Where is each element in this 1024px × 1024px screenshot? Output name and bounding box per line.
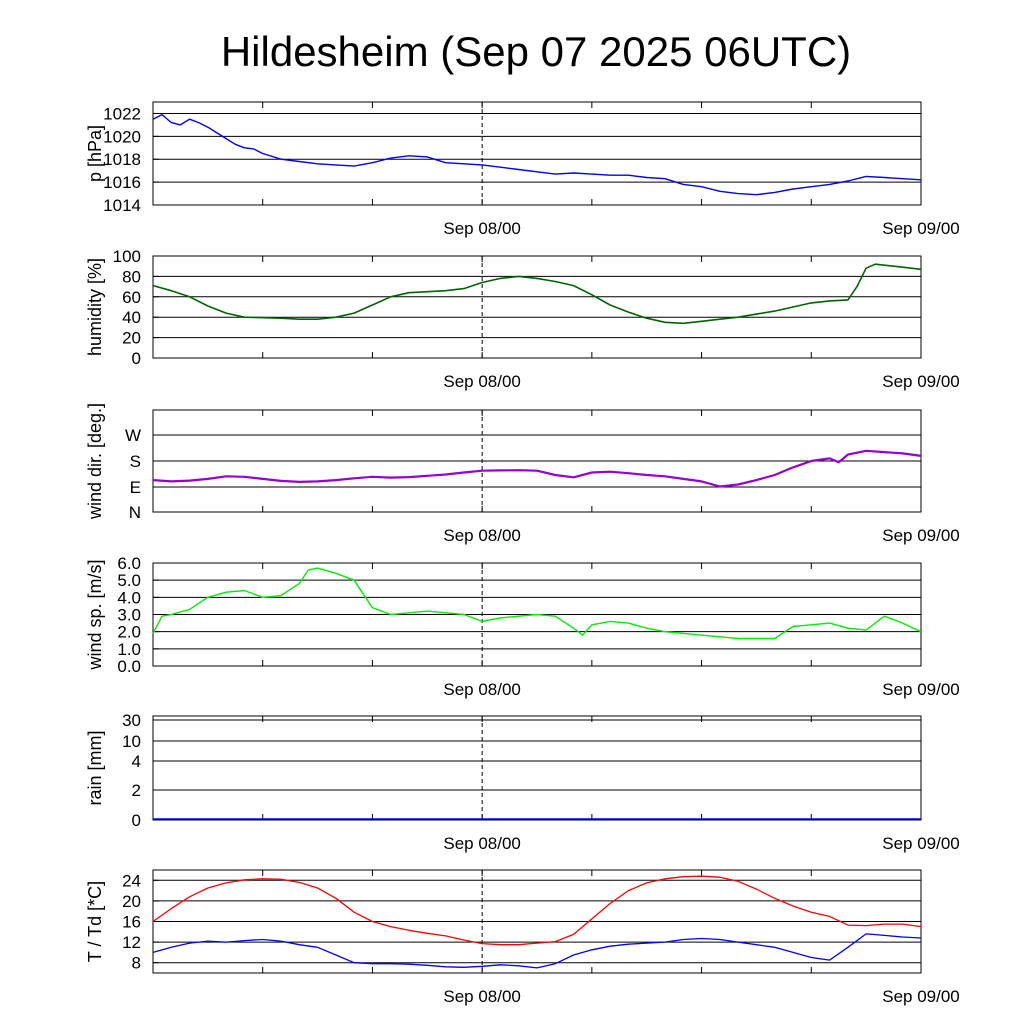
x-tick-label: Sep 08/00: [443, 834, 521, 853]
x-tick-label: Sep 09/00: [882, 987, 960, 1006]
y-tick-label: 40: [122, 308, 141, 327]
y-tick-label: 1020: [103, 127, 141, 146]
y-axis-label: T / Td [*C]: [85, 881, 105, 962]
series-line-1-0: [152, 263, 922, 325]
y-tick-label: E: [130, 478, 141, 497]
x-tick-label: Sep 09/00: [882, 219, 960, 238]
y-tick-label: 8: [132, 954, 141, 973]
x-tick-label: Sep 09/00: [882, 680, 960, 699]
x-tick-label: Sep 08/00: [443, 219, 521, 238]
series-line-0-0: [152, 113, 922, 196]
x-tick-label: Sep 08/00: [443, 526, 521, 545]
y-tick-label: 1022: [103, 104, 141, 123]
y-tick-label: S: [130, 452, 141, 471]
y-tick-label: 2.0: [117, 623, 141, 642]
y-tick-label: 0: [132, 349, 141, 368]
series-line-3-0: [152, 567, 922, 640]
y-tick-label: 6.0: [117, 554, 141, 573]
panel-frame: [152, 255, 922, 359]
y-tick-label: 4.0: [117, 588, 141, 607]
y-axis-label: wind dir. [deg.]: [85, 403, 105, 520]
x-tick-label: Sep 09/00: [882, 834, 960, 853]
x-tick-label: Sep 08/00: [443, 987, 521, 1006]
panel-frame: [152, 409, 922, 513]
y-tick-label: 20: [122, 892, 141, 911]
y-tick-label: 1014: [103, 196, 141, 215]
y-tick-label: 2: [132, 781, 141, 800]
panel-frame: [152, 562, 922, 667]
chart-title: Hildesheim (Sep 07 2025 06UTC): [221, 28, 851, 75]
panel-frame: [152, 101, 922, 206]
series-line-5-0: [152, 875, 922, 946]
y-tick-label: 1.0: [117, 640, 141, 659]
y-tick-label: 24: [122, 871, 141, 890]
y-axis-label: rain [mm]: [85, 730, 105, 805]
x-tick-label: Sep 08/00: [443, 372, 521, 391]
y-tick-label: 60: [122, 288, 141, 307]
y-tick-label: 16: [122, 913, 141, 932]
y-axis-label: wind sp. [m/s]: [85, 559, 105, 670]
y-tick-label: 5.0: [117, 571, 141, 590]
y-tick-label: 10: [122, 732, 141, 751]
x-tick-label: Sep 09/00: [882, 526, 960, 545]
y-tick-label: 80: [122, 267, 141, 286]
y-tick-label: 3.0: [117, 606, 141, 625]
panel-frame: [152, 715, 922, 821]
y-axis-label: p [hPa]: [85, 125, 105, 182]
panel-0: 1022 1020 1018 1016 1014 Sep 08/00 Sep 09/00 p …: [85, 101, 960, 238]
x-tick-label: Sep 09/00: [882, 372, 960, 391]
y-tick-label: 0.0: [117, 657, 141, 676]
y-tick-label: 30: [122, 711, 141, 730]
y-tick-label: N: [129, 503, 141, 522]
y-tick-label: 12: [122, 933, 141, 952]
panel-3: 6.05.04.03.02.01.00.0 Sep 08/00 Sep 09/00 w…: [85, 554, 960, 699]
y-tick-label: W: [125, 426, 141, 445]
series-line-5-1: [152, 933, 922, 969]
y-axis-label: humidity [%]: [85, 258, 105, 356]
y-tick-label: 1016: [103, 173, 141, 192]
y-tick-label: 100: [113, 247, 141, 266]
y-tick-label: 0: [132, 811, 141, 830]
x-tick-label: Sep 08/00: [443, 680, 521, 699]
y-tick-label: 20: [122, 329, 141, 348]
y-tick-label: 4: [132, 752, 141, 771]
y-tick-label: 1018: [103, 150, 141, 169]
panel-4: 30 104 2 0 Sep 08/00 Sep 09/00 rain [mm]: [85, 711, 960, 853]
series-line-2-0: [152, 449, 922, 488]
